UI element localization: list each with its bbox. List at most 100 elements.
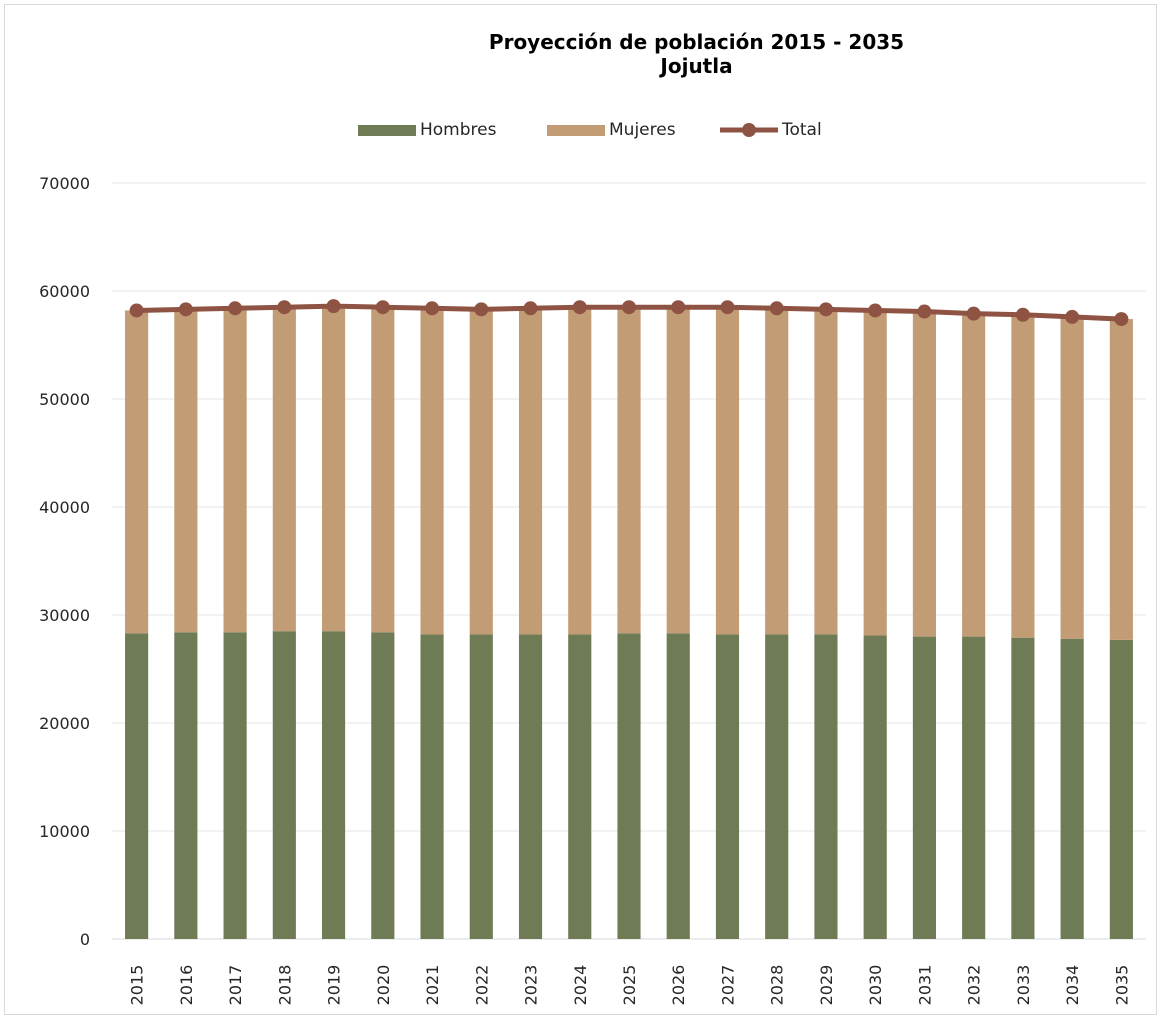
legend-label-hombres: Hombres	[420, 120, 497, 140]
y-tick-label: 0	[80, 930, 90, 949]
y-tick-label: 70000	[39, 174, 90, 193]
bar-hombres	[863, 635, 887, 939]
bar-hombres	[814, 634, 838, 939]
bar-hombres	[469, 634, 493, 939]
total-point	[178, 302, 193, 317]
x-tick-label: 2018	[275, 965, 294, 1006]
legend-swatch-hombres	[358, 124, 416, 136]
bar-mujeres	[962, 313, 986, 637]
bar-hombres	[962, 636, 986, 939]
bar-hombres	[912, 636, 936, 939]
bar-mujeres	[420, 308, 444, 635]
total-point	[966, 306, 981, 321]
chart-title: Proyección de población 2015 - 2035	[488, 30, 905, 54]
x-tick-label: 2029	[817, 965, 836, 1006]
total-point	[622, 300, 636, 315]
total-point	[572, 300, 587, 315]
legend-item-hombres: Hombres	[358, 118, 496, 142]
x-tick-label: 2023	[522, 965, 541, 1006]
total-point	[474, 302, 489, 317]
bar-mujeres	[765, 308, 789, 635]
bar-mujeres	[814, 309, 838, 635]
legend-swatch-total	[720, 123, 778, 137]
bar-mujeres	[272, 307, 296, 632]
chart-subtitle: Jojutla	[660, 54, 733, 78]
x-tick-label: 2032	[965, 965, 984, 1006]
total-point	[671, 300, 686, 315]
bar-mujeres	[568, 307, 592, 635]
total-point	[818, 302, 833, 317]
total-point	[769, 301, 784, 316]
x-tick-label: 2022	[472, 965, 491, 1006]
total-point	[129, 303, 144, 318]
x-tick-label: 2027	[718, 965, 737, 1006]
bar-mujeres	[715, 307, 740, 635]
bar-hombres	[1109, 639, 1133, 939]
x-tick-label: 2016	[177, 965, 196, 1006]
bar-mujeres	[518, 308, 543, 635]
bar-hombres	[568, 634, 592, 939]
bar-mujeres	[1011, 314, 1035, 638]
legend-total-marker	[742, 123, 756, 137]
bar-hombres	[765, 634, 789, 939]
bar-mujeres	[666, 307, 690, 634]
bar-hombres	[715, 634, 740, 939]
y-tick-label: 20000	[39, 714, 90, 733]
bar-hombres	[371, 632, 395, 939]
total-point	[326, 299, 341, 314]
legend-item-total: Total	[720, 118, 822, 142]
total-point	[1015, 307, 1030, 322]
bar-hombres	[322, 631, 346, 939]
bar-hombres	[1060, 638, 1084, 939]
x-tick-label: 2028	[768, 965, 787, 1006]
bar-mujeres	[223, 308, 247, 633]
bar-hombres	[272, 631, 296, 939]
y-tick-label: 30000	[39, 606, 90, 625]
x-tick-label: 2015	[128, 965, 147, 1006]
legend-item-mujeres: Mujeres	[547, 118, 676, 142]
bar-mujeres	[322, 306, 346, 632]
total-point	[277, 300, 292, 315]
legend-label-mujeres: Mujeres	[609, 120, 676, 140]
bar-hombres	[223, 632, 247, 939]
x-tick-label: 2020	[374, 965, 393, 1006]
x-tick-label: 2034	[1063, 965, 1082, 1006]
bar-hombres	[518, 634, 543, 939]
bar-mujeres	[371, 307, 395, 633]
bar-mujeres	[1060, 316, 1084, 639]
total-point	[375, 300, 390, 315]
total-point	[228, 301, 243, 316]
total-point	[917, 304, 932, 319]
x-tick-label: 2024	[571, 965, 590, 1006]
x-tick-label: 2030	[866, 965, 885, 1006]
y-tick-label: 10000	[39, 822, 90, 841]
total-point	[720, 300, 735, 315]
bar-hombres	[125, 633, 149, 939]
legend: Hombres Mujeres Total	[0, 118, 1161, 142]
x-tick-label: 2031	[915, 965, 934, 1006]
total-point	[523, 301, 538, 316]
legend-swatch-mujeres	[547, 124, 605, 136]
total-point	[868, 303, 883, 318]
x-tick-label: 2026	[669, 965, 688, 1006]
total-point	[425, 301, 440, 316]
bar-mujeres	[1109, 319, 1133, 640]
x-tick-label: 2033	[1014, 965, 1033, 1006]
bar-mujeres	[174, 309, 198, 633]
y-tick-label: 50000	[39, 390, 90, 409]
bar-hombres	[617, 633, 641, 939]
x-tick-label: 2035	[1112, 965, 1131, 1006]
x-tick-label: 2019	[325, 965, 344, 1006]
bar-hombres	[420, 634, 444, 939]
bar-mujeres	[863, 310, 887, 636]
bar-hombres	[174, 632, 198, 939]
y-tick-label: 40000	[39, 498, 90, 517]
bar-mujeres	[469, 309, 493, 635]
x-tick-label: 2021	[423, 965, 442, 1006]
bar-mujeres	[125, 310, 149, 634]
total-point	[1114, 312, 1129, 327]
x-tick-label: 2017	[226, 965, 245, 1006]
bar-mujeres	[617, 307, 641, 634]
x-tick-label: 2025	[620, 965, 639, 1006]
